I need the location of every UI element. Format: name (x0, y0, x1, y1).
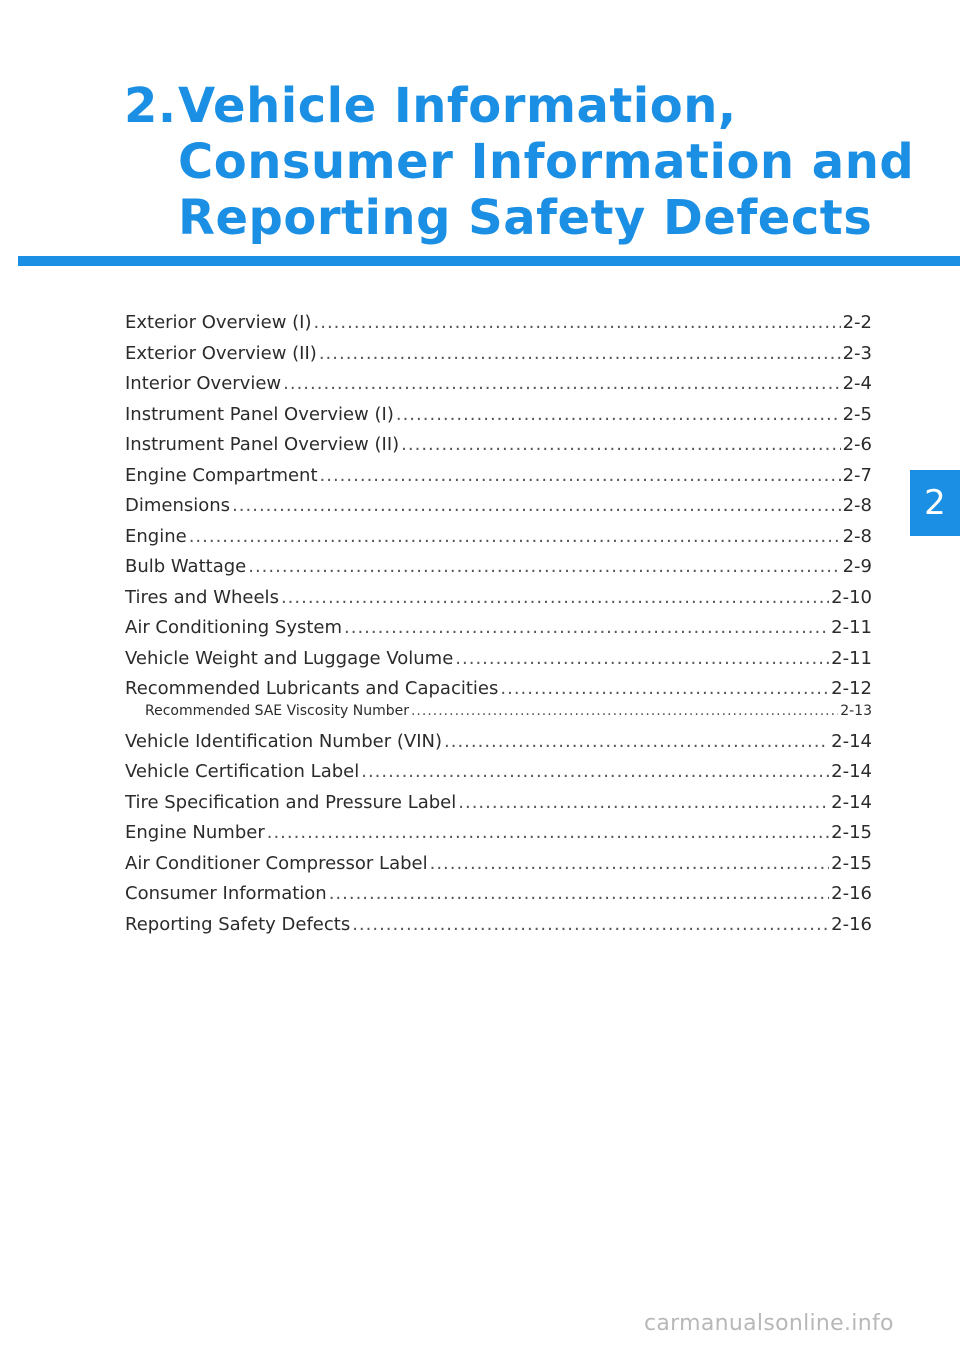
chapter-number: 2. (124, 78, 177, 134)
toc-entry[interactable]: Vehicle Weight and Luggage Volume 2-11 (125, 648, 872, 679)
toc-entry-page: 2-3 (842, 342, 872, 364)
toc-entry-page: 2-9 (842, 556, 872, 577)
watermark-text: carmanualsonline.info (644, 1311, 894, 1336)
dot-leader (320, 465, 841, 486)
toc-entry-label: Instrument Panel Overview (I) (125, 403, 394, 425)
toc-entry[interactable]: Engine Compartment 2-7 (125, 465, 872, 496)
toc-entry-label: Vehicle Certification Label (125, 761, 360, 782)
dot-leader (430, 853, 830, 874)
toc-entry-label: Tire Specification and Pressure Label (125, 791, 457, 813)
dot-leader (281, 587, 829, 608)
toc-entry-page: 2-7 (842, 464, 872, 486)
toc-entry-label: Exterior Overview (II) (125, 342, 317, 364)
toc-entry-label: Instrument Panel Overview (II) (125, 434, 400, 455)
toc-entry-page: 2-2 (842, 312, 872, 333)
toc-entry-page: 2-5 (842, 403, 872, 425)
dot-leader (283, 373, 840, 394)
title-line-2: Consumer Information and (178, 134, 915, 190)
toc-entry-page: 2-16 (831, 883, 872, 904)
dot-leader (361, 761, 829, 782)
toc-entry[interactable]: Air Conditioning System 2-11 (125, 617, 872, 648)
toc-entry-label: Reporting Safety Defects (125, 913, 351, 935)
toc-entry-label: Bulb Wattage (125, 556, 247, 577)
toc-entry-page: 2-11 (831, 617, 872, 638)
toc-entry-page: 2-10 (831, 586, 872, 608)
toc-entry[interactable]: Tire Specification and Pressure Label 2-1… (125, 792, 872, 823)
dot-leader (329, 883, 829, 904)
toc-entry-page: 2-12 (831, 678, 872, 699)
toc-entry-label: Engine (125, 525, 187, 547)
dot-leader (458, 792, 829, 813)
toc-entry-label: Dimensions (125, 495, 231, 516)
toc-entry-label: Tires and Wheels (125, 586, 279, 608)
title-line-3: Reporting Safety Defects (178, 190, 873, 246)
toc-subentry-label: Recommended SAE Viscosity Number (145, 702, 409, 719)
title-line-1: Vehicle Information, (178, 78, 737, 134)
toc-entry[interactable]: Tires and Wheels 2-10 (125, 587, 872, 618)
toc-entry-page: 2-14 (831, 730, 872, 752)
chapter-tab: 2 (910, 470, 960, 536)
dot-leader (396, 404, 841, 425)
dot-leader (344, 617, 829, 638)
dot-leader (319, 343, 841, 364)
toc-entry[interactable]: Engine 2-8 (125, 526, 872, 557)
toc-entry[interactable]: Consumer Information 2-16 (125, 883, 872, 914)
toc-entry[interactable]: Engine Number 2-15 (125, 822, 872, 853)
toc-entry[interactable]: Recommended Lubricants and Capacities 2-1… (125, 678, 872, 709)
dot-leader (500, 678, 829, 699)
dot-leader (352, 914, 829, 935)
chapter-title: 2.Vehicle Information, Consumer Informat… (124, 78, 914, 246)
toc-entry-page: 2-4 (842, 373, 872, 394)
toc-entry-page: 2-15 (831, 822, 872, 843)
toc-subentry-page: 2-13 (840, 702, 872, 719)
dot-leader (411, 703, 838, 719)
toc-entry-label: Air Conditioner Compressor Label (125, 852, 428, 874)
dot-leader (248, 556, 840, 577)
toc-entry[interactable]: Dimensions 2-8 (125, 495, 872, 526)
dot-leader (444, 731, 829, 752)
dot-leader (455, 648, 829, 669)
toc-entry-page: 2-8 (842, 525, 872, 547)
toc-entry-label: Vehicle Identification Number (VIN) (125, 730, 442, 752)
toc-entry[interactable]: Instrument Panel Overview (II) 2-6 (125, 434, 872, 465)
toc-entry-page: 2-15 (831, 852, 872, 874)
toc-entry-label: Vehicle Weight and Luggage Volume (125, 647, 454, 669)
toc-entry-page: 2-8 (842, 495, 872, 516)
dot-leader (267, 822, 829, 843)
toc-entry[interactable]: Exterior Overview (I) 2-2 (125, 312, 872, 343)
toc-entry[interactable]: Instrument Panel Overview (I) 2-5 (125, 404, 872, 435)
toc-entry-page: 2-14 (831, 761, 872, 782)
toc-entry-label: Engine Compartment (125, 464, 318, 486)
toc-entry-page: 2-11 (831, 647, 872, 669)
toc-entry-label: Recommended Lubricants and Capacities (125, 678, 499, 699)
toc-entry-label: Consumer Information (125, 883, 327, 904)
toc-entry[interactable]: Bulb Wattage 2-9 (125, 556, 872, 587)
toc-entry[interactable]: Reporting Safety Defects 2-16 (125, 914, 872, 945)
toc-entry[interactable]: Vehicle Certification Label 2-14 (125, 761, 872, 792)
toc-entry[interactable]: Interior Overview 2-4 (125, 373, 872, 404)
toc-entry-label: Air Conditioning System (125, 617, 343, 638)
toc-entry[interactable]: Vehicle Identification Number (VIN) 2-14 (125, 731, 872, 762)
dot-leader (189, 526, 841, 547)
dot-leader (232, 495, 841, 516)
toc-entry-page: 2-6 (842, 434, 872, 455)
toc-entry-label: Exterior Overview (I) (125, 312, 312, 333)
toc-entry-label: Interior Overview (125, 373, 282, 394)
toc-entry[interactable]: Exterior Overview (II) 2-3 (125, 343, 872, 374)
table-of-contents: Exterior Overview (I) 2-2 Exterior Overvi… (125, 312, 872, 944)
dot-leader (314, 312, 841, 333)
toc-entry-page: 2-16 (831, 913, 872, 935)
title-divider (18, 256, 960, 266)
dot-leader (401, 434, 840, 455)
toc-subentry[interactable]: Recommended SAE Viscosity Number 2-13 (125, 703, 872, 725)
toc-entry[interactable]: Air Conditioner Compressor Label 2-15 (125, 853, 872, 884)
toc-entry-label: Engine Number (125, 822, 265, 843)
toc-entry-page: 2-14 (831, 791, 872, 813)
